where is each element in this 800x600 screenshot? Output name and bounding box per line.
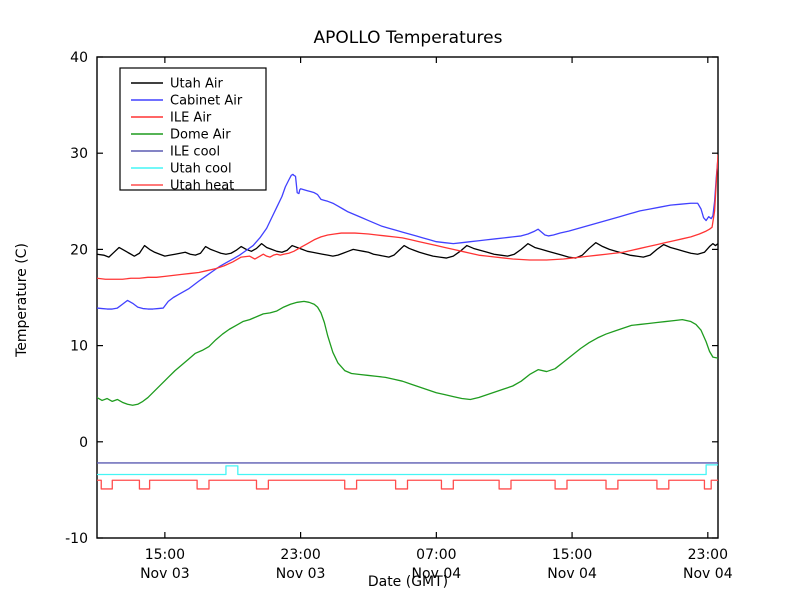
legend-label-utah-air: Utah Air [170,77,223,92]
y-axis-label: Temperature (C) [14,243,30,358]
x-tick-label-date: Nov 03 [140,566,190,582]
chart-legend: Utah Air Cabinet Air ILE Air Dome Air ILE co… [119,67,267,194]
legend-label-utah-cool: Utah cool [170,162,232,177]
x-tick-label-time: 15:00 [552,547,592,563]
legend-label-ile-cool: ILE cool [170,145,220,160]
x-tick-label-date: Nov 04 [683,566,733,582]
legend-label-cabinet-air: Cabinet Air [170,94,243,109]
x-tick-label-time: 23:00 [688,547,728,563]
plot-frame [96,56,719,539]
legend-label-dome-air: Dome Air [170,128,231,143]
series-group [97,154,718,490]
legend-label-utah-heat: Utah heat [170,179,234,194]
y-tick-label: 30 [70,146,88,162]
series-line-cabinet-air [97,157,718,310]
x-tick-label-time: 15:00 [145,547,185,563]
series-line-utah-heat [97,479,718,490]
series-line-dome-air [97,300,718,406]
y-tick-label: 40 [70,50,88,66]
y-tick-label: 20 [70,242,88,258]
y-tick-label: 10 [70,339,88,355]
series-line-ile-air [97,154,718,280]
x-tick-label-time: 23:00 [280,547,320,563]
x-axis-ticks: 15:00 Nov 03 23:00 Nov 03 07:00 Nov 04 15:00 No… [140,57,733,582]
y-axis-ticks: -10 0 10 20 30 40 [65,50,718,547]
x-tick-label-date: Nov 03 [276,566,326,582]
legend-items: Utah Air Cabinet Air ILE Air Dome Air ILE co… [131,77,243,194]
x-tick-label-time: 07:00 [416,547,456,563]
x-axis-label: Date (GMT) [368,574,448,590]
x-tick-label-date: Nov 04 [412,566,462,582]
legend-box [119,67,267,191]
y-tick-label: -10 [65,531,88,547]
legend-label-ile-air: ILE Air [170,111,212,126]
series-line-utah-cool [97,464,718,476]
series-line-utah-air [97,242,718,259]
chart-title: APOLLO Temperatures [314,28,503,48]
x-tick-label-date: Nov 04 [547,566,597,582]
y-tick-label: 0 [79,435,88,451]
